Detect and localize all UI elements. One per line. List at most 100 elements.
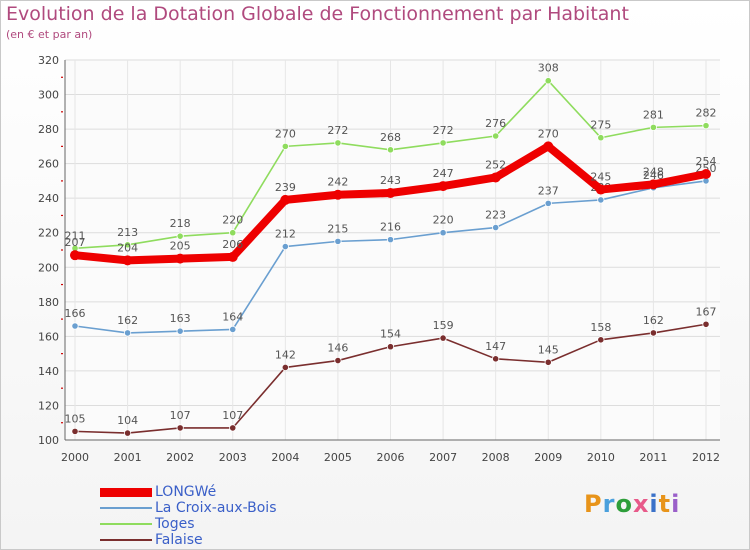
- data-label: 270: [275, 127, 296, 140]
- y-tick: 200: [38, 261, 59, 274]
- series-0: 207 204 205 206 239 242 243 247 252 270 245 248 254: [65, 127, 717, 266]
- data-point: [701, 169, 711, 179]
- data-point: [334, 237, 342, 245]
- data-point: [71, 427, 79, 435]
- x-tick-label: 2001: [114, 451, 142, 464]
- data-label: 142: [275, 348, 296, 361]
- data-point: [227, 251, 238, 262]
- series-2: 211 213 218 220 270 272 268 272 276 308 275 281 282: [65, 62, 717, 252]
- data-label: 105: [65, 412, 86, 425]
- data-label: 163: [170, 312, 191, 325]
- data-label: 206: [222, 238, 243, 251]
- data-point: [702, 320, 710, 328]
- data-point: [122, 255, 133, 266]
- legend-swatch: [100, 523, 152, 525]
- data-label: 211: [65, 229, 86, 242]
- line-chart: 100 120 140 160 180 200 220 240 260 280 300 320 2000…: [38, 54, 720, 464]
- y-tick: 280: [38, 123, 59, 136]
- legend-label: Falaise: [155, 532, 203, 548]
- plot-area: [65, 60, 720, 440]
- data-label: 272: [327, 124, 348, 137]
- x-tick-label: 2003: [219, 451, 247, 464]
- y-tick: 100: [38, 434, 59, 447]
- legend-swatch: [100, 488, 152, 497]
- data-point: [70, 250, 80, 261]
- logo-letter: r: [602, 490, 616, 518]
- data-point: [385, 188, 396, 198]
- data-point: [492, 355, 500, 363]
- data-point: [123, 429, 132, 437]
- data-label: 205: [170, 240, 191, 253]
- data-label: 154: [380, 328, 401, 341]
- data-label: 239: [275, 181, 296, 194]
- data-point: [71, 322, 79, 330]
- x-tick: 2009: [534, 451, 562, 464]
- data-label: 281: [643, 108, 664, 121]
- x-tick-label: 2009: [534, 451, 562, 464]
- data-label: 104: [117, 414, 138, 427]
- data-label: 245: [590, 171, 611, 184]
- x-tick: 2011: [639, 451, 667, 464]
- data-point: [544, 77, 552, 85]
- legend-label: LONGWé: [155, 484, 217, 500]
- data-label: 242: [327, 176, 348, 189]
- y-tick-label: 160: [38, 330, 59, 343]
- data-point: [490, 172, 501, 183]
- data-label: 223: [485, 209, 506, 222]
- data-point: [123, 329, 132, 337]
- data-label: 147: [485, 340, 506, 353]
- data-label: 270: [538, 127, 559, 140]
- data-label: 107: [170, 409, 191, 422]
- data-point: [176, 424, 184, 432]
- data-point: [386, 146, 395, 154]
- x-tick: 2006: [377, 451, 405, 464]
- y-tick-label: 240: [38, 192, 59, 205]
- data-label: 248: [643, 165, 664, 178]
- data-point: [281, 242, 289, 251]
- data-point: [438, 181, 449, 192]
- x-tick: 2001: [114, 451, 142, 464]
- data-point: [386, 236, 395, 244]
- x-tick-label: 2008: [482, 451, 510, 464]
- data-point: [492, 223, 500, 232]
- data-point: [544, 199, 552, 207]
- data-label: 220: [222, 214, 243, 227]
- data-label: 166: [65, 307, 86, 320]
- x-tick: 2003: [219, 451, 247, 464]
- data-label: 282: [696, 107, 717, 120]
- data-point: [229, 229, 237, 237]
- data-point: [175, 253, 186, 264]
- data-label: 162: [643, 314, 664, 327]
- proxiti-logo: Proxiti: [584, 490, 680, 518]
- data-point: [649, 123, 658, 131]
- y-tick-label: 220: [38, 227, 59, 240]
- y-tick-label: 140: [38, 365, 59, 378]
- y-tick: 320: [38, 54, 59, 67]
- logo-letter: o: [615, 490, 633, 518]
- legend-swatch: [100, 507, 152, 509]
- data-point: [334, 139, 342, 147]
- data-label: 204: [117, 241, 138, 254]
- data-label: 308: [538, 62, 559, 75]
- y-tick: 160: [38, 330, 59, 343]
- data-label: 247: [433, 167, 454, 180]
- chart-title: Evolution de la Dotation Globale de Fonc…: [6, 3, 629, 25]
- data-label: 254: [696, 155, 717, 168]
- data-label: 212: [275, 228, 296, 241]
- data-label: 159: [433, 319, 454, 332]
- y-tick-label: 280: [38, 123, 59, 136]
- data-point: [597, 196, 605, 204]
- x-tick-label: 2010: [587, 451, 615, 464]
- y-tick: 120: [38, 399, 59, 412]
- data-point: [281, 363, 289, 372]
- data-label: 164: [222, 310, 243, 323]
- data-label: 237: [538, 184, 559, 197]
- data-point: [492, 132, 500, 140]
- data-point: [597, 336, 605, 344]
- y-tick-label: 320: [38, 54, 59, 67]
- x-tick: 2000: [61, 451, 89, 464]
- x-tick-label: 2005: [324, 451, 352, 464]
- logo-letter: i: [671, 490, 681, 518]
- data-point: [123, 241, 132, 249]
- data-point: [280, 194, 291, 205]
